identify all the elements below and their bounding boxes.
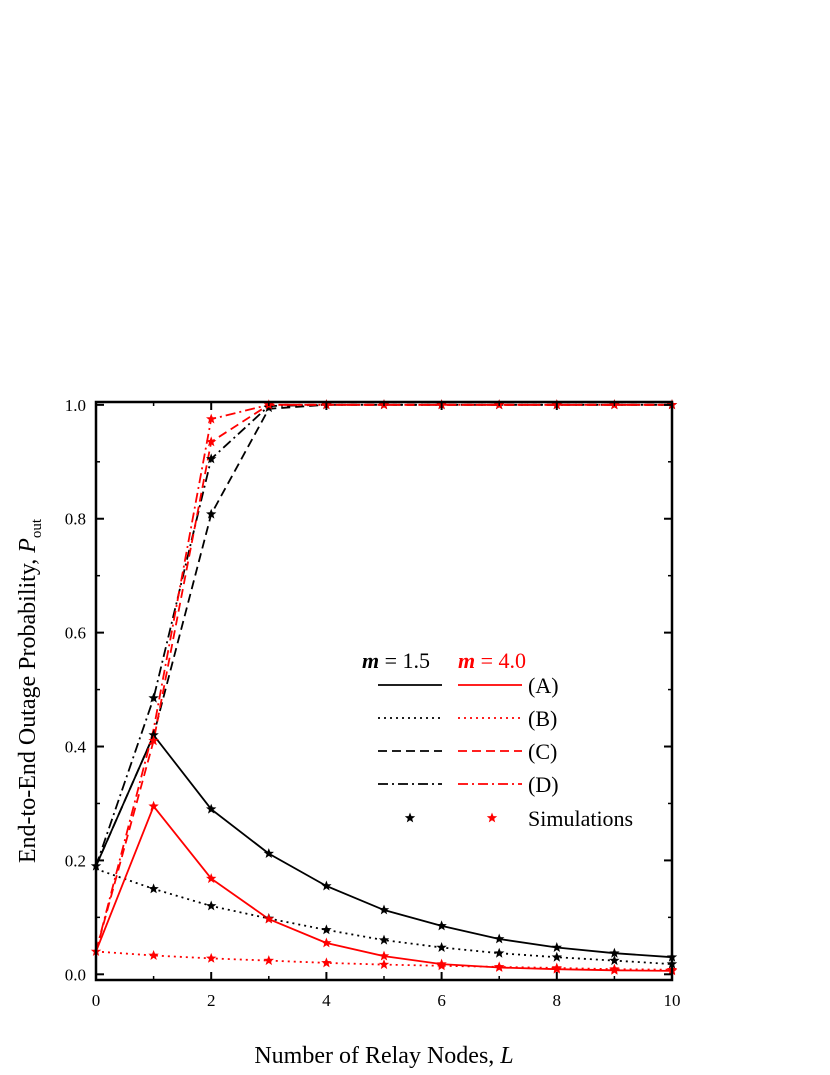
series-line-m40-c bbox=[95, 403, 672, 952]
sim-marker-m15-16 bbox=[436, 942, 447, 952]
x-tick-label: 0 bbox=[92, 991, 101, 1010]
sim-marker-m15-18 bbox=[551, 951, 562, 962]
legend-label-simulations: Simulations bbox=[528, 806, 633, 831]
sim-marker-m40-16 bbox=[436, 960, 447, 971]
sim-marker-m15-21 bbox=[148, 692, 159, 703]
legend-label-a: (A) bbox=[528, 673, 559, 698]
y-tick-label: 0.2 bbox=[65, 851, 86, 870]
sim-marker-m40-12 bbox=[206, 952, 217, 963]
legend-marker-red bbox=[486, 812, 498, 823]
y-axis-label-text: End-to-End Outage Probability, bbox=[15, 559, 41, 863]
sim-marker-m40-3 bbox=[263, 913, 274, 924]
legend-header-m15: m = 1.5 bbox=[362, 648, 430, 673]
legend-label-c: (C) bbox=[528, 739, 557, 764]
sim-marker-m15-4 bbox=[321, 880, 332, 891]
x-axis-label-text: Number of Relay Nodes, bbox=[254, 1043, 494, 1069]
sim-marker-m15-19 bbox=[609, 955, 620, 966]
series-line-m15-a bbox=[95, 733, 673, 959]
y-axis-label: End-to-End Outage Probability, Pout bbox=[15, 518, 45, 863]
sim-marker-m15-23 bbox=[206, 453, 217, 464]
sim-marker-m40-11 bbox=[148, 950, 159, 960]
y-tick-label: 0.4 bbox=[65, 738, 87, 757]
legend-marker-black bbox=[404, 812, 416, 823]
x-tick-label: 4 bbox=[322, 991, 331, 1010]
sim-marker-m15-5 bbox=[378, 904, 390, 915]
x-axis-label: Number of Relay Nodes, L bbox=[254, 1043, 513, 1069]
sim-marker-m40-15 bbox=[378, 959, 390, 970]
sim-marker-m15-1 bbox=[148, 729, 159, 740]
sim-marker-m15-9 bbox=[609, 947, 620, 958]
sim-marker-m15-3 bbox=[263, 848, 274, 858]
sim-marker-m40-19 bbox=[609, 963, 620, 974]
sim-marker-m40-5 bbox=[378, 950, 390, 961]
x-tick-label: 8 bbox=[553, 991, 562, 1010]
sim-marker-m40-23 bbox=[206, 413, 217, 424]
sim-marker-m40-18 bbox=[551, 962, 562, 973]
sim-marker-m40-22 bbox=[206, 436, 217, 447]
series-line-m15-d bbox=[95, 403, 672, 867]
y-axis-label-sub: out bbox=[29, 518, 45, 538]
plot-frame bbox=[94, 400, 674, 982]
sim-marker-m15-12 bbox=[206, 900, 217, 911]
y-axis-label-var: P bbox=[15, 538, 41, 554]
series-line-m40-d bbox=[95, 403, 672, 952]
legend: m = 1.5 m = 4.0 (A) (B) (C) (D) Simulations bbox=[362, 648, 633, 831]
legend-header-m40: m = 4.0 bbox=[458, 648, 526, 673]
x-axis-label-var: L bbox=[499, 1043, 513, 1069]
sim-marker-m15-11 bbox=[148, 883, 159, 894]
sim-marker-m15-7 bbox=[494, 933, 505, 944]
x-tick-label: 10 bbox=[664, 991, 681, 1010]
legend-label-d: (D) bbox=[528, 772, 559, 797]
sim-marker-m15-15 bbox=[378, 934, 390, 945]
sim-marker-m15-17 bbox=[494, 947, 505, 958]
series-line-m15-c bbox=[95, 403, 672, 867]
sim-marker-m40-13 bbox=[263, 955, 274, 966]
y-tick-label: 1.0 bbox=[65, 396, 86, 415]
legend-label-b: (B) bbox=[528, 706, 557, 731]
sim-marker-m15-22 bbox=[206, 508, 217, 519]
axis-ticks: 0 2 4 6 8 10 0.0 0.2 0.4 0.6 0.8 1.0 bbox=[65, 396, 681, 1010]
y-tick-label: 0.6 bbox=[65, 624, 86, 643]
plot-lines bbox=[95, 403, 673, 972]
y-tick-label: 0.8 bbox=[65, 510, 86, 529]
x-tick-label: 6 bbox=[437, 991, 446, 1010]
sim-marker-m40-2 bbox=[206, 873, 217, 884]
legend-entries: (A) (B) (C) (D) Simulations bbox=[378, 673, 633, 831]
sim-marker-m40-1 bbox=[148, 800, 159, 811]
sim-marker-m40-21 bbox=[148, 735, 159, 746]
x-tick-label: 2 bbox=[207, 991, 216, 1010]
sim-marker-m40-14 bbox=[321, 957, 332, 968]
y-tick-label: 0.0 bbox=[65, 965, 86, 984]
simulation-markers bbox=[90, 399, 678, 976]
sim-marker-m15-8 bbox=[551, 942, 562, 952]
sim-marker-m15-2 bbox=[206, 803, 217, 814]
sim-marker-m40-17 bbox=[494, 961, 505, 972]
sim-marker-m40-4 bbox=[321, 937, 332, 948]
sim-marker-m15-6 bbox=[436, 920, 447, 931]
sim-marker-m15-14 bbox=[321, 924, 332, 935]
